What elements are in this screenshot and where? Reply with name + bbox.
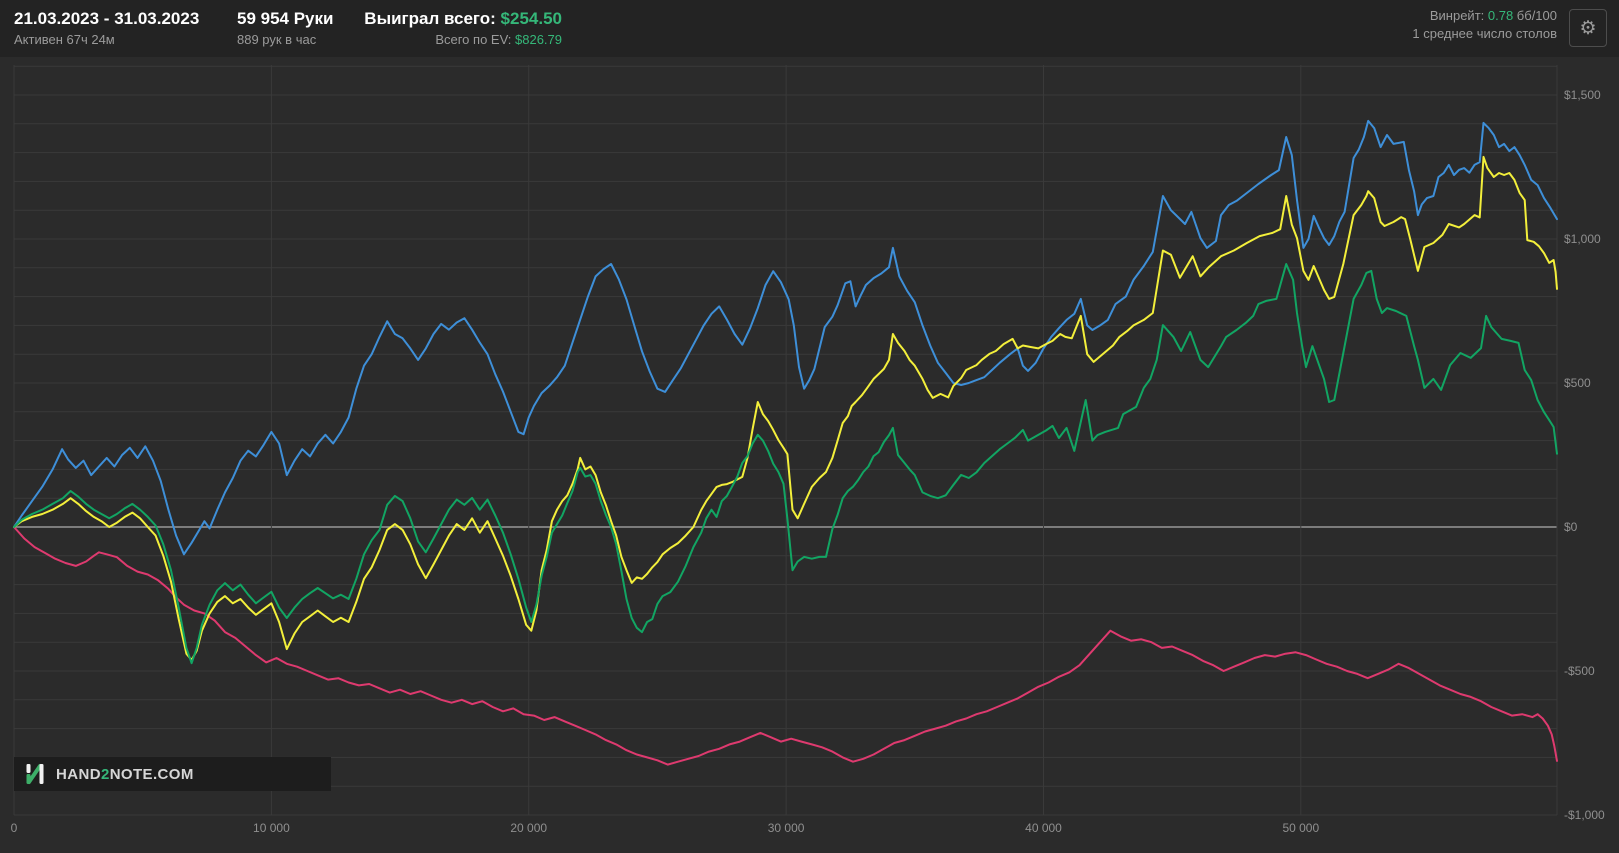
chart-svg[interactable]: $1,500 $1,000 $500 $0 -$500 -$1,000 0 10 000 20 … (0, 57, 1619, 853)
hand2note-logo-icon (26, 764, 44, 784)
x-axis-label: 0 (11, 821, 18, 835)
gear-icon: ⚙ (1579, 17, 1597, 39)
series-won-at-showdown[interactable] (13, 119, 1558, 556)
winnings-graph-area[interactable]: $1,500 $1,000 $500 $0 -$500 -$1,000 0 10 000 20 … (0, 57, 1619, 853)
x-axis-label: 50 000 (1282, 821, 1319, 835)
y-axis-label: $1,500 (1564, 88, 1601, 102)
winrate-label: Винрейт: (1429, 8, 1488, 23)
series-won-without-showdown[interactable] (13, 526, 1558, 766)
logo-digit: 2 (100, 765, 110, 783)
hands-block: 59 954 Руки 889 рук в час (237, 7, 333, 49)
winrate-value: 0.78 (1487, 8, 1514, 23)
winrate-line: Винрейт: 0.78 бб/100 (1412, 7, 1557, 25)
winrate-block: Винрейт: 0.78 бб/100 1 среднее число сто… (1412, 7, 1557, 43)
x-axis-label: 30 000 (768, 821, 805, 835)
winrate-units: бб/100 (1513, 8, 1557, 23)
date-range-block: 21.03.2023 - 31.03.2023 Активен 67ч 24м (14, 7, 199, 49)
ev-total-line: Всего по EV: $826.79 (330, 31, 562, 49)
ev-total-value: $826.79 (515, 32, 562, 47)
y-axis-label: $500 (1564, 376, 1591, 390)
y-axis-label: -$500 (1564, 664, 1595, 678)
series-all-in-adjusted-ev[interactable] (13, 155, 1558, 661)
stats-header: 21.03.2023 - 31.03.2023 Активен 67ч 24м … (0, 0, 1619, 57)
date-range: 21.03.2023 - 31.03.2023 (14, 9, 200, 28)
active-time: Активен 67ч 24м (14, 32, 115, 47)
y-axis-label: -$1,000 (1564, 808, 1605, 822)
settings-gear-button[interactable]: ⚙ (1569, 9, 1607, 47)
hands-per-hour: 889 рук в час (237, 32, 317, 47)
won-total-label: Выиграл всего: (364, 9, 501, 28)
x-axis-label: 20 000 (510, 821, 547, 835)
winnings-block: Выиграл всего: $254.50 Всего по EV: $826… (330, 7, 562, 49)
y-axis-label: $0 (1564, 520, 1578, 534)
avg-tables: 1 среднее число столов (1412, 26, 1557, 41)
x-axis-label: 10 000 (253, 821, 290, 835)
hand2note-logo[interactable]: HAND2NOTE.COM (14, 757, 331, 791)
hands-total: 59 954 Руки (237, 9, 334, 28)
ev-total-label: Всего по EV: (435, 32, 515, 47)
won-total-line: Выиграл всего: $254.50 (330, 7, 562, 31)
x-axis-label: 40 000 (1025, 821, 1062, 835)
series-winnings[interactable] (13, 263, 1558, 665)
y-axis-label: $1,000 (1564, 232, 1601, 246)
hand2note-logo-text: HAND2NOTE.COM (56, 765, 194, 783)
won-total-value: $254.50 (500, 9, 562, 28)
